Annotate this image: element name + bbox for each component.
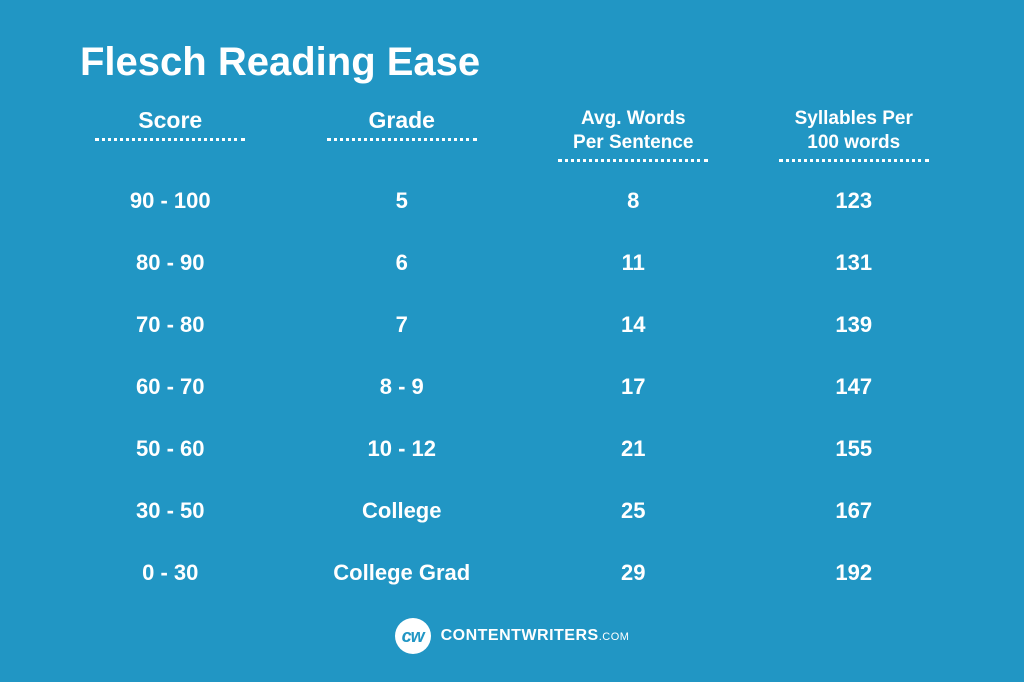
table-cell: 50 - 60 <box>60 418 280 480</box>
table-cell: 6 <box>280 232 523 294</box>
header-underline <box>95 138 245 141</box>
table-cell: 155 <box>744 418 965 480</box>
table-cell: 70 - 80 <box>60 294 280 356</box>
column-header-text: Grade <box>280 107 523 134</box>
table-cell: 5 <box>280 170 523 232</box>
table-cell: 29 <box>523 542 743 604</box>
column-header: Grade <box>280 107 523 170</box>
column-header-text: 100 words <box>744 131 965 155</box>
page-title: Flesch Reading Ease <box>80 40 964 85</box>
table-cell: 21 <box>523 418 743 480</box>
readability-table: ScoreGradeAvg. WordsPer SentenceSyllable… <box>60 107 964 604</box>
table-cell: 167 <box>744 480 965 542</box>
table-cell: 30 - 50 <box>60 480 280 542</box>
table-cell: 17 <box>523 356 743 418</box>
column-header-text: Syllables Per <box>744 107 965 131</box>
table-cell: 131 <box>744 232 965 294</box>
table-cell: 10 - 12 <box>280 418 523 480</box>
column-header: Score <box>60 107 280 170</box>
column-header-text: Per Sentence <box>523 131 743 155</box>
table-cell: 60 - 70 <box>60 356 280 418</box>
column-header: Avg. WordsPer Sentence <box>523 107 743 170</box>
table-cell: 90 - 100 <box>60 170 280 232</box>
table-cell: 8 <box>523 170 743 232</box>
table-cell: 25 <box>523 480 743 542</box>
brand-main: CONTENTWRITERS <box>441 627 599 644</box>
brand-logo-icon: cw <box>395 618 431 654</box>
header-underline <box>327 138 477 141</box>
column-header-text: Score <box>60 107 280 134</box>
table-cell: 80 - 90 <box>60 232 280 294</box>
table-cell: 123 <box>744 170 965 232</box>
column-header-text: Avg. Words <box>523 107 743 131</box>
footer: cw CONTENTWRITERS.COM <box>0 618 1024 654</box>
table-cell: 14 <box>523 294 743 356</box>
table-cell: 7 <box>280 294 523 356</box>
table-cell: 139 <box>744 294 965 356</box>
brand-tld: .COM <box>599 631 630 643</box>
table-cell: 147 <box>744 356 965 418</box>
table-cell: 8 - 9 <box>280 356 523 418</box>
column-header: Syllables Per100 words <box>744 107 965 170</box>
table-cell: 11 <box>523 232 743 294</box>
table-cell: 0 - 30 <box>60 542 280 604</box>
table-cell: College <box>280 480 523 542</box>
table-cell: 192 <box>744 542 965 604</box>
table-cell: College Grad <box>280 542 523 604</box>
header-underline <box>558 159 708 162</box>
header-underline <box>779 159 929 162</box>
brand-name: CONTENTWRITERS.COM <box>441 627 630 645</box>
